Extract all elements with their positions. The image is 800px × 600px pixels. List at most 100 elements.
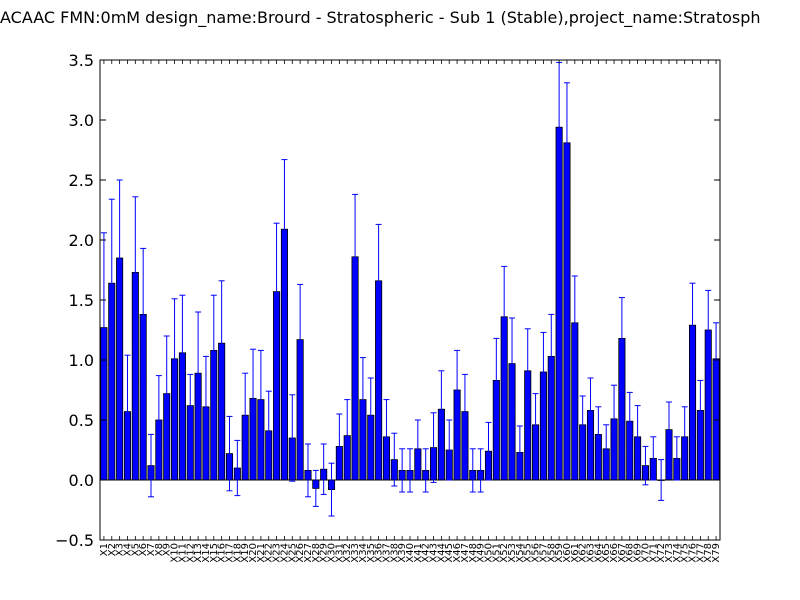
x-tick-label: X44 <box>436 543 447 563</box>
error-bar-X49 <box>477 448 484 493</box>
error-bar-X29 <box>320 443 327 495</box>
x-tick-label: X74 <box>672 543 683 563</box>
error-bar-X22 <box>265 390 272 471</box>
x-tick-label: X68 <box>625 543 636 563</box>
x-tick-label: X32 <box>342 543 353 563</box>
error-bar-X20 <box>250 348 257 449</box>
x-tick-label: X19 <box>240 543 251 563</box>
error-bar-X38 <box>391 432 398 487</box>
x-tick-label: X10 <box>170 543 181 563</box>
y-tick-label: 1.0 <box>69 351 94 370</box>
x-tick-label: X62 <box>578 543 589 563</box>
x-tick-label: X56 <box>531 543 542 563</box>
x-tick-label: X66 <box>609 543 620 563</box>
y-tick-label: 2.0 <box>69 231 94 250</box>
error-bar-X31 <box>336 413 343 480</box>
x-tick-label: X57 <box>538 543 549 563</box>
error-bar-X51 <box>493 337 500 423</box>
x-tick-label: X58 <box>546 543 557 563</box>
x-tick-label: X5 <box>130 543 141 556</box>
error-bar-X4 <box>124 354 131 469</box>
error-bar-X60 <box>563 82 570 204</box>
x-tick-label: X34 <box>358 543 369 563</box>
error-bar-X68 <box>626 391 633 451</box>
error-bar-X46 <box>454 349 461 431</box>
error-bar-X53 <box>509 317 516 410</box>
error-bar-X16 <box>218 280 225 407</box>
x-tick-label: X18 <box>232 543 243 563</box>
error-bar-X42 <box>422 448 429 493</box>
x-tick-label: X52 <box>499 543 510 563</box>
error-bar-X8 <box>155 375 162 465</box>
x-tick-label: X79 <box>711 543 722 563</box>
error-bar-X2 <box>108 198 115 368</box>
error-bar-X75 <box>681 406 688 468</box>
error-bar-X45 <box>446 419 453 481</box>
x-tick-label: X39 <box>397 543 408 563</box>
y-tick-label: 3.5 <box>69 51 94 70</box>
x-tick-label: X61 <box>570 543 581 563</box>
error-bar-X3 <box>116 179 123 337</box>
error-bar-X21 <box>257 349 264 450</box>
x-tick-label: X77 <box>695 543 706 563</box>
y-tick-label: 0.5 <box>69 411 94 430</box>
x-tick-label: X15 <box>209 543 220 563</box>
x-tick-label: X2 <box>107 543 118 556</box>
error-bar-X74 <box>673 436 680 481</box>
error-bar-X73 <box>665 401 672 458</box>
x-tick-label: X45 <box>444 543 455 563</box>
x-tick-label: X78 <box>703 543 714 563</box>
x-tick-label: X1 <box>99 543 110 556</box>
error-bar-X47 <box>461 373 468 450</box>
x-tick-label: X40 <box>405 543 416 563</box>
error-bar-X61 <box>571 275 578 371</box>
error-bar-X76 <box>689 282 696 368</box>
error-bar-X6 <box>140 247 147 381</box>
error-bar-X35 <box>367 377 374 453</box>
x-tick-label: X76 <box>688 543 699 563</box>
x-tick-label: X20 <box>248 543 259 563</box>
error-bar-X63 <box>587 377 594 444</box>
error-bar-X27 <box>304 443 311 498</box>
x-tick-label: X41 <box>413 543 424 563</box>
error-bar-X69 <box>634 405 641 469</box>
error-bar-X26 <box>297 283 304 396</box>
error-bar-X62 <box>579 395 586 455</box>
x-tick-label: X65 <box>601 543 612 563</box>
error-bar-X19 <box>242 372 249 458</box>
x-tick-label: X21 <box>256 543 267 563</box>
x-tick-label: X48 <box>468 543 479 563</box>
error-bar-X48 <box>469 448 476 493</box>
error-bar-X30 <box>328 462 335 517</box>
x-tick-label: X53 <box>507 543 518 563</box>
x-tick-label: X38 <box>389 543 400 563</box>
error-bar-X39 <box>399 448 406 493</box>
x-tick-label: X60 <box>562 543 573 563</box>
x-tick-label: X3 <box>115 543 126 556</box>
x-tick-label: X23 <box>272 543 283 563</box>
y-tick-label: −0.5 <box>55 531 94 550</box>
x-tick-label: X47 <box>460 543 471 563</box>
error-bar-X25 <box>289 394 296 482</box>
error-bar-X10 <box>171 298 178 420</box>
x-tick-label: X7 <box>146 543 157 556</box>
error-bar-X9 <box>163 335 170 452</box>
error-bar-X5 <box>132 196 139 349</box>
x-tick-label: X9 <box>162 543 173 556</box>
x-tick-label: X11 <box>177 543 188 563</box>
x-tick-label: X49 <box>476 543 487 563</box>
y-tick-label: 2.5 <box>69 171 94 190</box>
x-tick-label: X50 <box>483 543 494 563</box>
error-bar-X14 <box>202 355 209 458</box>
bars-group <box>100 126 720 491</box>
x-tick-label: X4 <box>122 543 133 556</box>
x-tick-label: X16 <box>217 543 228 563</box>
error-bar-X12 <box>187 373 194 438</box>
x-tick-label: X12 <box>185 543 196 563</box>
error-bar-X40 <box>407 448 413 493</box>
x-tick-label: X28 <box>311 543 322 563</box>
error-bar-X43 <box>430 412 437 483</box>
error-bar-X77 <box>697 379 704 441</box>
x-tick-label: X51 <box>491 543 502 563</box>
x-tick-label: X54 <box>515 543 526 563</box>
